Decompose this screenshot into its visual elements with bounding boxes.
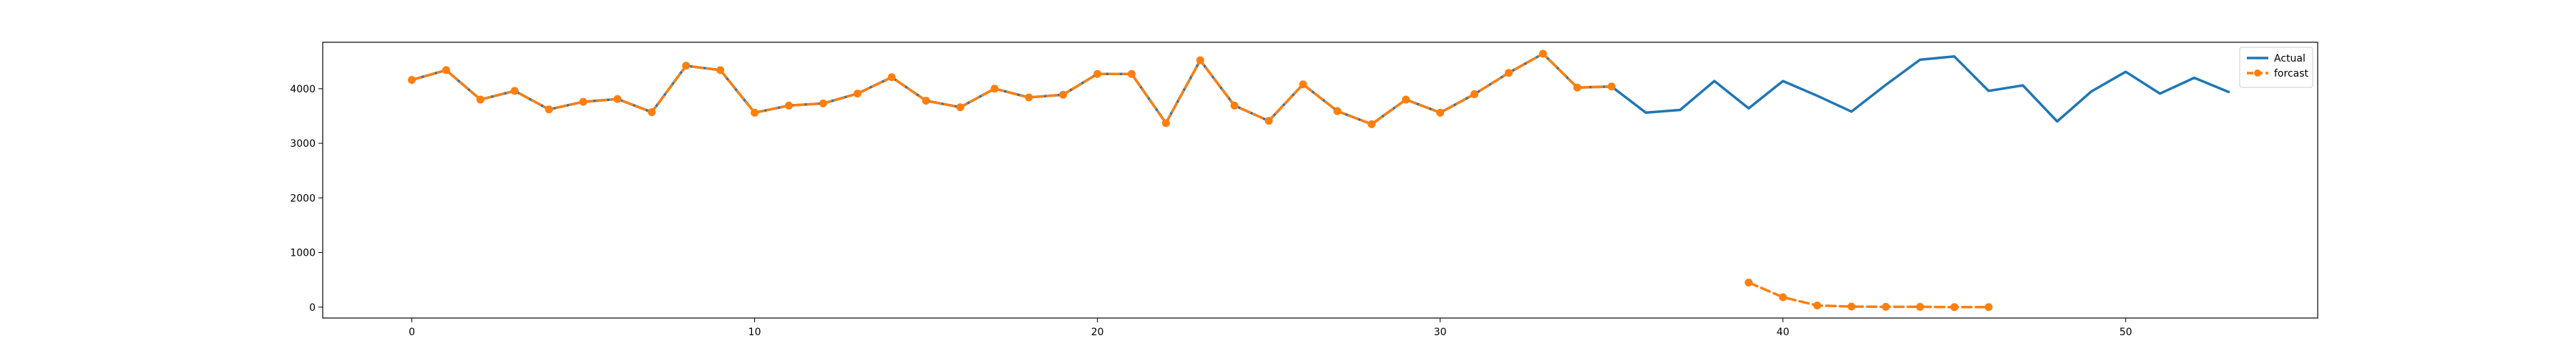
- legend: Actual forcast: [2239, 47, 2313, 88]
- forecast-point: [1161, 119, 1170, 127]
- forecast-point: [408, 76, 416, 85]
- forecast-point: [1504, 69, 1513, 77]
- forecast-point: [1573, 83, 1581, 92]
- forecast-point: [441, 66, 450, 74]
- forecast-point: [990, 85, 999, 93]
- forecast-point: [1881, 302, 1890, 311]
- forecast-point: [853, 90, 862, 98]
- forecast-point: [1950, 303, 1958, 312]
- forecast-point: [613, 95, 622, 103]
- forecast-series-line: [1747, 281, 1990, 309]
- y-tick-label: 0: [309, 302, 316, 314]
- legend-label: forcast: [2274, 68, 2309, 80]
- x-tick-label: 0: [409, 327, 415, 338]
- y-tick-label: 3000: [290, 138, 316, 150]
- forecast-point: [1093, 69, 1102, 78]
- forecast-point: [1745, 278, 1753, 287]
- legend-label: Actual: [2274, 53, 2306, 64]
- forecast-point: [1025, 93, 1033, 102]
- forecast-point: [1264, 117, 1273, 125]
- forecast-point: [1402, 95, 1410, 104]
- x-tick-label: 30: [1434, 327, 1447, 338]
- forecast-point: [819, 99, 827, 107]
- forecast-point: [1984, 303, 1993, 312]
- plot-area: [322, 42, 2318, 319]
- forecast-point: [579, 97, 587, 106]
- forecast-point: [1848, 302, 1856, 311]
- forecast-point: [1470, 90, 1479, 98]
- forecast-point: [1299, 80, 1307, 89]
- y-tick-label: 2000: [290, 193, 316, 204]
- x-tick-label: 50: [2119, 327, 2132, 338]
- forecast-point: [1333, 107, 1342, 115]
- forecast-point: [1436, 108, 1445, 117]
- forecast-point: [510, 87, 519, 95]
- forecast-point: [682, 62, 691, 70]
- x-tick-label: 10: [748, 327, 761, 338]
- forecast-point: [716, 66, 725, 74]
- forecast-point: [1779, 293, 1787, 302]
- forecast-point: [1059, 90, 1068, 99]
- forecast-point: [1367, 120, 1376, 128]
- forecast-point: [956, 103, 965, 112]
- forecast-point: [784, 101, 793, 110]
- forecast-point: [887, 73, 896, 82]
- forecast-point: [751, 108, 759, 117]
- forecast-point: [1916, 302, 1924, 311]
- forecast-point: [648, 108, 656, 117]
- forecast-point: [1230, 101, 1239, 110]
- forecast-point: [1128, 69, 1136, 78]
- y-tick-label: 4000: [290, 84, 316, 95]
- forecast-point: [1607, 82, 1616, 91]
- axis-ticks: 0 10 20 30 40 50 0 1000 2000 3000 4000: [290, 84, 2132, 338]
- forecast-point: [1538, 49, 1547, 58]
- plot-frame: [322, 42, 2318, 319]
- forecast-point: [922, 97, 930, 105]
- forecast-point: [1196, 56, 1204, 64]
- x-tick-label: 40: [1777, 327, 1790, 338]
- forecast-point: [476, 95, 484, 104]
- legend-marker: [2254, 69, 2261, 77]
- y-tick-label: 1000: [290, 248, 316, 259]
- forecast-point: [545, 105, 553, 114]
- forecast-point: [1813, 301, 1822, 309]
- forecast-series-line: [410, 52, 1613, 126]
- x-tick-label: 20: [1091, 327, 1104, 338]
